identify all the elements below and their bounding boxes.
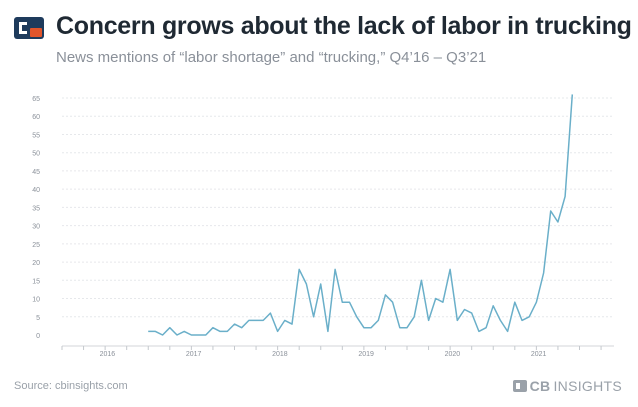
series-line-0 (148, 94, 574, 336)
cb-insights-logo-icon (14, 17, 44, 39)
chart-subtitle: News mentions of “labor shortage” and “t… (56, 49, 487, 66)
x-tick-label-2018: 2018 (272, 351, 288, 358)
y-tick-label-30: 30 (32, 224, 40, 231)
y-tick-label-60: 60 (32, 114, 40, 121)
y-tick-label-5: 5 (36, 315, 40, 322)
y-tick-label-10: 10 (32, 297, 40, 304)
y-tick-label-55: 55 (32, 132, 40, 139)
y-tick-label-15: 15 (32, 278, 40, 285)
series-lines (148, 94, 574, 336)
y-axis-tick-labels: 0 5 10 15 20 25 30 35 40 45 50 55 60 65 (32, 96, 40, 340)
brand-insights-text: INSIGHTS (553, 378, 622, 394)
y-tick-label-45: 45 (32, 169, 40, 176)
y-tick-label-0: 0 (36, 333, 40, 340)
x-tick-label-2020: 2020 (445, 351, 461, 358)
x-axis-tick-labels: 2016 2017 2018 2019 2020 2021 (100, 351, 547, 358)
y-tick-label-35: 35 (32, 205, 40, 212)
y-tick-label-65: 65 (32, 96, 40, 103)
y-tick-label-25: 25 (32, 242, 40, 249)
cb-brand-icon (512, 380, 527, 392)
x-axis (61, 345, 614, 350)
y-tick-label-50: 50 (32, 151, 40, 158)
chart-title: Concern grows about the lack of labor in… (56, 12, 632, 40)
x-tick-label-2017: 2017 (186, 351, 202, 358)
x-tick-label-2019: 2019 (358, 351, 374, 358)
cb-insights-brand: CB INSIGHTS (512, 378, 622, 394)
x-tick-label-2016: 2016 (100, 351, 116, 358)
brand-cb-text: CB (529, 378, 551, 394)
y-tick-label-40: 40 (32, 187, 40, 194)
y-tick-label-20: 20 (32, 260, 40, 267)
x-tick-label-2021: 2021 (531, 351, 547, 358)
source-note: Source: cbinsights.com (14, 380, 128, 392)
